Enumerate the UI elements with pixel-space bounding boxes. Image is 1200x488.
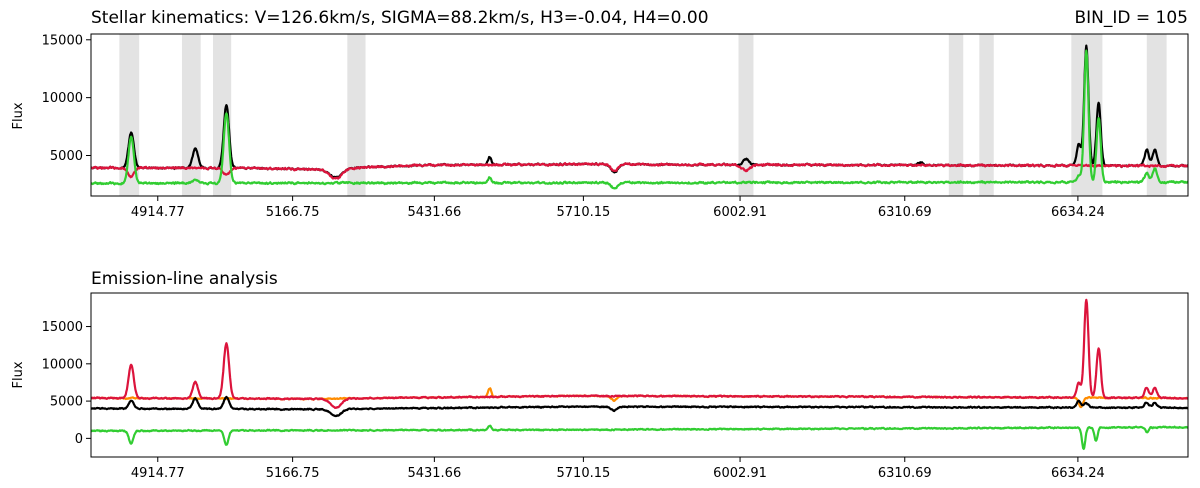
x-tick-label: 5710.15 [557,205,611,220]
x-tick-label: 6002.91 [713,205,767,220]
series-line-stellar-fit [91,162,1188,180]
x-tick-label: 4914.77 [131,205,185,220]
y-tick-label: 10000 [42,91,83,106]
masked-region [738,34,754,196]
x-tick-label: 6634.24 [1051,466,1105,481]
y-tick-label: 5000 [50,395,83,410]
x-tick-label: 6310.69 [878,205,932,220]
emission-title: Emission-line analysis [91,269,278,289]
spectrum-lines [91,298,1188,450]
masked-region [979,34,994,196]
series-line-residual [91,424,1188,450]
masked-regions [119,34,1167,196]
masked-region [213,34,232,196]
x-tick-label: 5710.15 [557,466,611,481]
y-tick-label: 5000 [50,149,83,164]
spectrum-lines [91,44,1188,190]
plot-frame [90,292,1189,458]
x-tick-label: 4914.77 [131,466,185,481]
x-tick-label: 5431.66 [407,466,461,481]
kinematics-panel: Stellar kinematics: V=126.6km/s, SIGMA=8… [11,8,1189,220]
x-tick-label: 6634.24 [1051,205,1105,220]
x-tick-label: 5166.75 [266,205,320,220]
y-tick-label: 15000 [42,33,83,48]
x-tick-label: 5166.75 [266,466,320,481]
y-tick-label: 10000 [42,357,83,372]
emission-panel: Emission-line analysis Flux 4914.77 5166.… [11,269,1189,481]
x-tick-label: 6002.91 [713,466,767,481]
kinematics-title: Stellar kinematics: V=126.6km/s, SIGMA=8… [91,8,709,28]
plot-frame [90,33,1189,197]
masked-region [347,34,366,196]
series-line-data [91,44,1188,179]
masked-region [181,34,201,196]
y-tick-label: 15000 [42,320,83,335]
series-line-data [91,395,1188,418]
series-line-total-fit [91,298,1188,409]
x-tick-label: 5431.66 [407,205,461,220]
masked-region [948,34,964,196]
y-axis-label: Flux [11,361,26,388]
x-tick-label: 6310.69 [878,466,932,481]
axes: 4914.77 5166.75 5431.66 5710.15 6002.91 6310.… [42,33,1105,220]
bin-id-label: BIN_ID = 105 [1075,8,1189,28]
y-tick-label: 0 [75,432,83,447]
y-axis-label: Flux [11,102,26,129]
series-line-residual-plus-emission [91,49,1188,190]
axes: 4914.77 5166.75 5431.66 5710.15 6002.91 6310.… [42,320,1105,481]
